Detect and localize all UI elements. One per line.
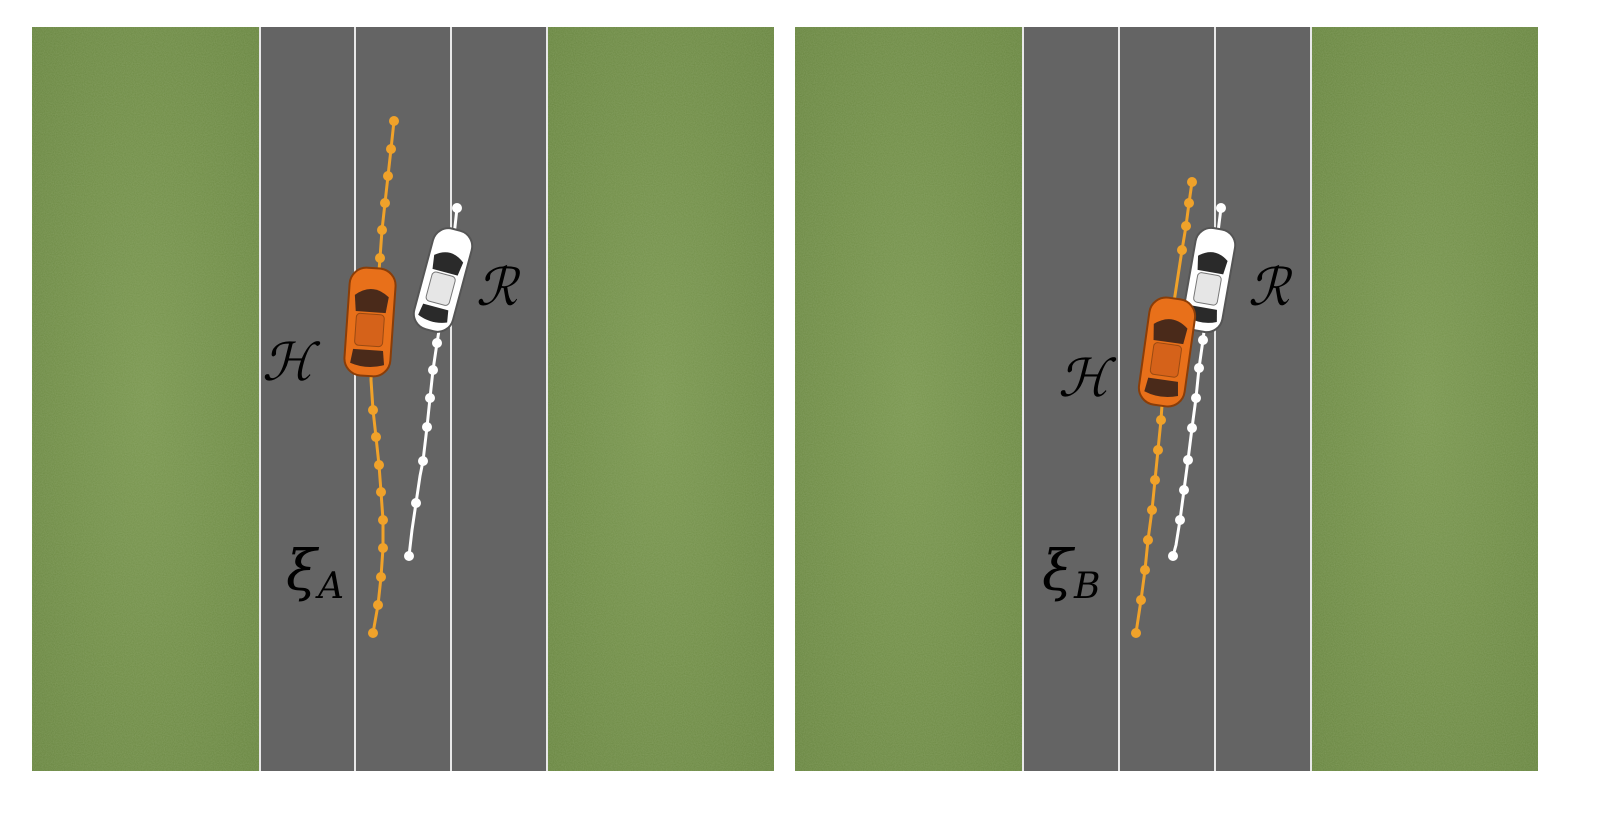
robot-label: ℛ bbox=[476, 258, 521, 318]
robot-trajectory bbox=[1168, 203, 1226, 561]
robot-label: ℛ bbox=[1248, 258, 1293, 318]
panel-a: ℋ ℛ ξ A bbox=[32, 27, 774, 771]
road bbox=[260, 27, 548, 771]
human-trajectory bbox=[368, 116, 399, 638]
human-car bbox=[1137, 296, 1197, 408]
human-car bbox=[343, 266, 397, 378]
trajectory-subscript: B bbox=[1073, 566, 1100, 607]
trajectory-label: ξ bbox=[1042, 539, 1076, 604]
panel-b: ℋ ℛ ξ B bbox=[795, 27, 1538, 771]
trajectory-label: ξ bbox=[286, 539, 320, 604]
human-label: ℋ bbox=[262, 333, 321, 393]
trajectory-subscript: A bbox=[315, 566, 344, 607]
robot-car bbox=[1181, 226, 1237, 334]
human-label: ℋ bbox=[1058, 349, 1117, 409]
robot-car bbox=[412, 227, 474, 333]
